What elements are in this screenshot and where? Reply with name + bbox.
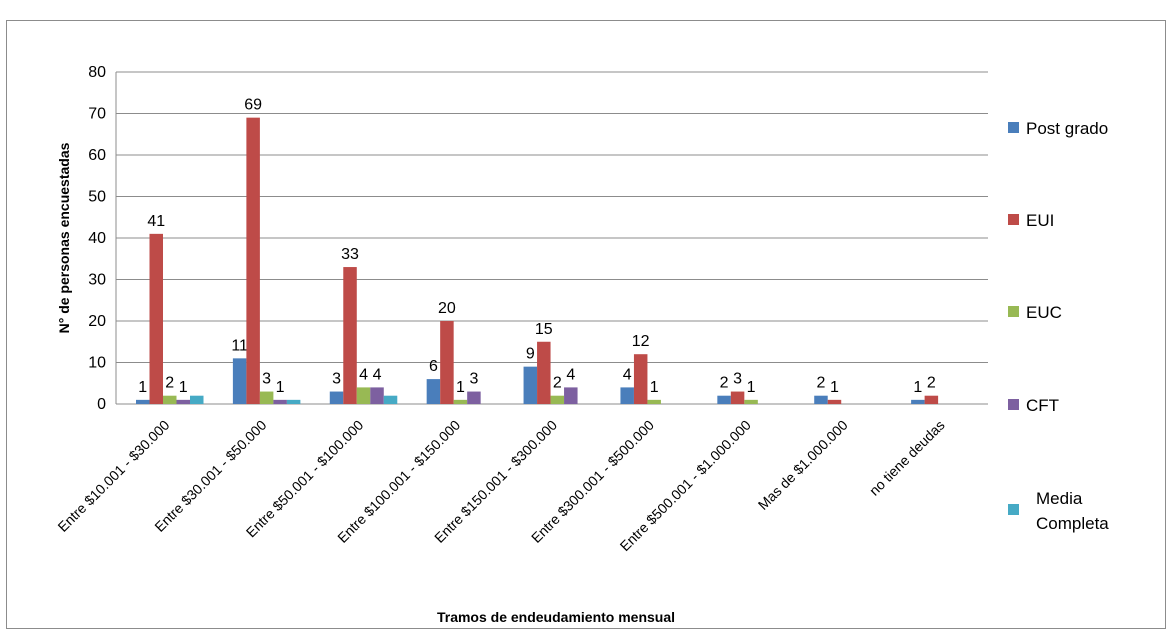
- data-label: 4: [373, 366, 382, 383]
- bar: [911, 399, 925, 404]
- bar: [273, 399, 287, 404]
- y-tick-label: 70: [88, 106, 106, 123]
- data-label: 9: [526, 346, 535, 363]
- data-label: 1: [276, 379, 285, 396]
- bar: [453, 399, 468, 404]
- bar: [136, 399, 150, 404]
- x-tick-label: Mas de $1.000.000: [755, 417, 851, 513]
- bar: [259, 391, 274, 404]
- bar: [814, 395, 828, 404]
- bar: [286, 399, 301, 404]
- data-label: 1: [830, 379, 839, 396]
- legend-swatch: [1008, 214, 1019, 225]
- x-tick-label: no tiene deudas: [866, 417, 948, 499]
- y-tick-label: 20: [88, 313, 106, 330]
- y-tick-label: 40: [88, 230, 106, 247]
- data-label: 33: [341, 246, 359, 263]
- y-axis-title: N° de personas encuestadas: [56, 142, 72, 333]
- bar: [343, 267, 357, 404]
- bar: [717, 395, 731, 404]
- y-tick-label: 50: [88, 189, 106, 206]
- bar: [537, 341, 551, 404]
- bar: [383, 395, 398, 404]
- data-label: 3: [262, 371, 271, 388]
- data-label: 12: [632, 333, 650, 350]
- data-label: 6: [429, 358, 438, 375]
- data-label: 1: [913, 379, 922, 396]
- legend-label: Post grado: [1026, 119, 1108, 138]
- data-label: 2: [720, 375, 729, 392]
- bar: [176, 399, 190, 404]
- bar: [550, 395, 565, 404]
- data-label: 1: [650, 379, 659, 396]
- data-label: 69: [244, 97, 262, 114]
- bar: [730, 391, 745, 404]
- legend-label: Media Completa: [1036, 489, 1109, 533]
- bar: [163, 395, 177, 404]
- data-label: 4: [566, 366, 575, 383]
- legend-label: CFT: [1026, 396, 1059, 415]
- legend-label: EUI: [1026, 211, 1054, 230]
- bar: [149, 233, 163, 404]
- legend-swatch: [1008, 306, 1019, 317]
- bar: [744, 399, 758, 404]
- bar: [827, 399, 842, 404]
- data-label: 3: [469, 371, 478, 388]
- bar: [329, 391, 344, 404]
- bar: [370, 387, 384, 404]
- legend-swatch: [1008, 122, 1019, 133]
- bar: [647, 399, 661, 404]
- chart-frame: [6, 20, 1166, 629]
- bar: [564, 387, 578, 404]
- legend-label: EUC: [1026, 303, 1062, 322]
- bar: [523, 366, 538, 404]
- legend-swatch: [1008, 399, 1019, 410]
- y-tick-label: 30: [88, 272, 106, 289]
- data-label: 15: [535, 321, 553, 338]
- y-tick-label: 60: [88, 147, 106, 164]
- data-label: 2: [165, 375, 174, 392]
- bar: [190, 395, 204, 404]
- bar: [633, 354, 648, 404]
- bar: [467, 391, 481, 404]
- bar: [426, 379, 441, 404]
- bar: [924, 395, 939, 404]
- bar: [620, 387, 634, 404]
- data-label: 11: [231, 337, 248, 354]
- bar: [356, 387, 371, 404]
- data-label: 20: [438, 300, 456, 317]
- data-label: 1: [747, 379, 756, 396]
- data-label: 3: [332, 371, 341, 388]
- data-label: 2: [817, 375, 826, 392]
- data-label: 1: [456, 379, 465, 396]
- bar: [232, 358, 247, 404]
- data-label: 1: [179, 379, 188, 396]
- y-tick-label: 10: [88, 355, 106, 372]
- y-tick-label: 0: [97, 396, 106, 413]
- data-label: 4: [623, 366, 632, 383]
- data-label: 3: [733, 371, 742, 388]
- y-tick-label: 80: [88, 64, 106, 81]
- bar: [440, 321, 454, 404]
- data-label: 1: [138, 379, 147, 396]
- x-tick-label: Entre $10.001 - $30.000: [54, 417, 172, 535]
- x-axis-title: Tramos de endeudamiento mensual: [437, 609, 675, 625]
- data-label: 41: [147, 213, 165, 230]
- data-label: 4: [359, 366, 368, 383]
- x-tick-label: Entre $30.001 - $50.000: [151, 417, 269, 535]
- data-label: 2: [553, 375, 562, 392]
- bar: [246, 117, 260, 405]
- data-label: 2: [927, 375, 936, 392]
- legend-swatch: [1008, 504, 1019, 515]
